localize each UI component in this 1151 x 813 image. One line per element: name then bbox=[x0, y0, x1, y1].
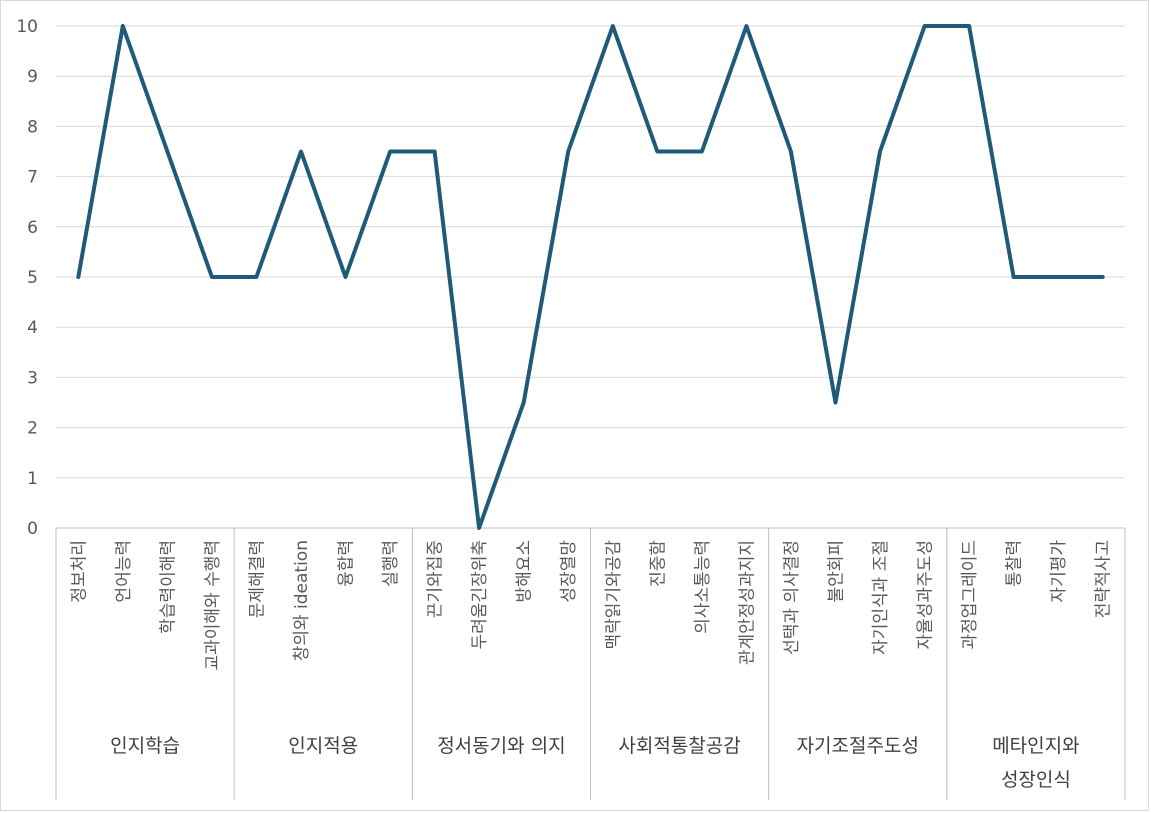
category-label: 관계안정성과지지 bbox=[737, 540, 757, 665]
category-label: 문제해결력 bbox=[247, 540, 267, 618]
group-label: 메타인지와 bbox=[992, 735, 1079, 757]
y-tick-label: 2 bbox=[27, 419, 38, 439]
category-labels: 정보처리 언어능력 학습력이해력 교과이해와 수행력 문제해결력 창의와 ideation… bbox=[69, 540, 1113, 671]
category-label: 과정업그레이드 bbox=[960, 540, 980, 649]
category-label: 학습력이해력 bbox=[158, 540, 178, 634]
category-label: 자율성과주도성 bbox=[916, 540, 936, 649]
category-label: 두려움긴장위축 bbox=[470, 540, 490, 649]
y-tick-label: 4 bbox=[27, 318, 38, 338]
group-label: 인지적용 bbox=[288, 735, 358, 757]
series-line bbox=[76, 24, 1105, 530]
y-tick-label: 10 bbox=[16, 17, 38, 37]
category-label: 선택과 의사결정 bbox=[782, 540, 802, 655]
group-label: 자기조절주도성 bbox=[797, 735, 919, 757]
category-label: 자기인식과 조절 bbox=[871, 540, 891, 655]
category-label: 융합력 bbox=[337, 540, 357, 587]
category-label: 자기평가 bbox=[1049, 540, 1069, 603]
category-label: 진중함 bbox=[648, 540, 668, 587]
category-label: 정보처리 bbox=[69, 540, 89, 603]
category-label: 실행력 bbox=[381, 540, 401, 587]
y-axis-ticks: 0 1 2 3 4 5 6 7 8 9 10 bbox=[16, 17, 38, 539]
y-tick-label: 5 bbox=[27, 268, 38, 288]
y-tick-label: 1 bbox=[27, 469, 38, 489]
group-label: 성장인식 bbox=[1001, 769, 1071, 791]
category-label: 끈기와집중 bbox=[426, 540, 446, 618]
category-label: 교과이해와 수행력 bbox=[203, 540, 223, 671]
y-tick-label: 3 bbox=[27, 368, 38, 388]
y-tick-label: 8 bbox=[27, 117, 38, 137]
category-label: 전략적사고 bbox=[1094, 540, 1114, 618]
category-label: 창의와 ideation bbox=[292, 540, 312, 661]
y-tick-label: 0 bbox=[27, 519, 38, 539]
group-label: 정서동기와 의지 bbox=[437, 735, 565, 757]
category-label: 성장열망 bbox=[559, 540, 579, 603]
group-label: 사회적통찰공감 bbox=[618, 735, 740, 757]
y-tick-label: 6 bbox=[27, 218, 38, 238]
category-label: 통찰력 bbox=[1005, 540, 1025, 587]
category-label: 방해요소 bbox=[515, 540, 535, 603]
category-label: 의사소통능력 bbox=[693, 540, 713, 634]
category-label: 불안회피 bbox=[826, 540, 846, 603]
y-tick-label: 7 bbox=[27, 168, 38, 188]
category-axis bbox=[55, 527, 1126, 800]
category-label: 맥락읽기와공감 bbox=[604, 540, 624, 650]
category-label: 언어능력 bbox=[114, 540, 134, 603]
group-label: 인지학습 bbox=[110, 735, 180, 757]
y-tick-label: 9 bbox=[27, 67, 38, 87]
